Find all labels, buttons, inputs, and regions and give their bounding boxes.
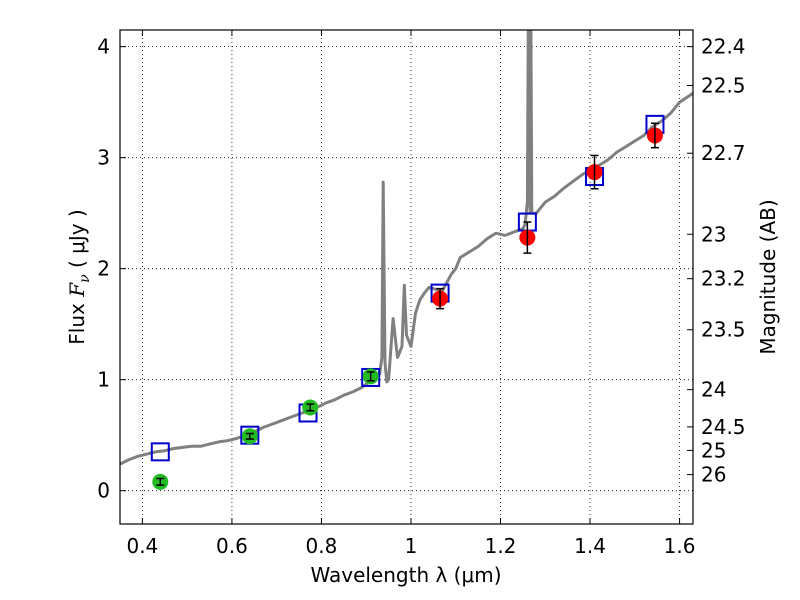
y2-axis-title: Magnitude (AB) [756,199,780,354]
y-axis-title-suffix: ( μJy ) [65,209,89,274]
x-tick-label: 1.4 [574,534,606,558]
model-photometry-square [150,442,170,462]
x-tick-label: 0.8 [306,534,338,558]
y2-tick-label: 23 [701,222,726,246]
plot-frame [119,29,694,525]
y2-tick-label: 22.7 [701,141,746,165]
axis-ticks [120,30,693,524]
y2-tick-label: 22.5 [701,74,746,98]
y-axis-title-symbol: F [65,282,89,298]
y-tick-label: 4 [97,35,110,59]
x-tick-label: 0.4 [126,534,158,558]
x-axis-title: Wavelength λ (μm) [310,563,501,587]
y2-tick-label: 23.2 [701,267,746,291]
y-tick-label: 0 [97,479,110,503]
x-tick-label: 1.6 [664,534,696,558]
x-tick-label: 1.2 [485,534,517,558]
photometry-points [152,122,663,490]
y2-tick-label: 22.4 [701,35,746,59]
x-tick-label: 1 [405,534,418,558]
y2-tick-label: 26 [701,463,726,487]
plot-area [120,30,693,524]
y2-tick-label: 25 [701,438,726,462]
y-tick-label: 3 [97,146,110,170]
x-tick-label: 0.6 [216,534,248,558]
y-axis-title: Flux Fν ( μJy ) [65,209,93,344]
y2-tick-label: 24 [701,378,726,402]
y-axis-title-prefix: Flux [65,297,89,345]
plot-content [120,30,693,490]
y2-tick-label: 23.5 [701,318,746,342]
y-axis-title-subscript: ν [77,274,93,283]
y-tick-label: 1 [97,368,110,392]
y-tick-label: 2 [97,257,110,281]
y2-tick-label: 24.5 [701,415,746,439]
